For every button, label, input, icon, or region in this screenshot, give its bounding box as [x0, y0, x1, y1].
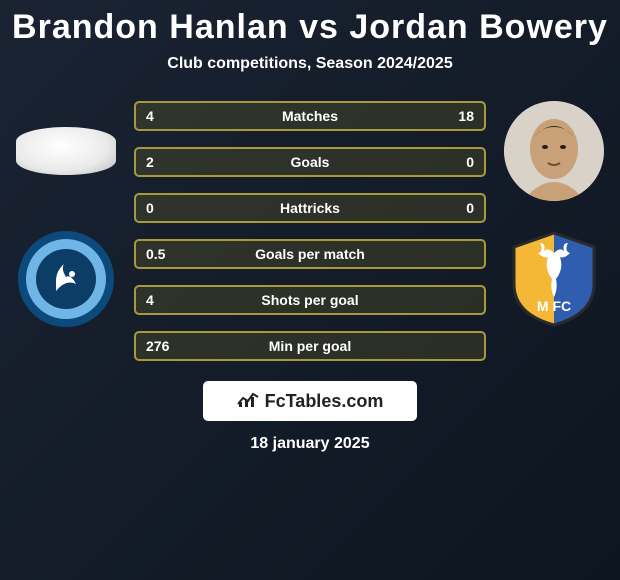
stat-right-value: 18: [414, 108, 474, 124]
stat-row: 276 Min per goal: [134, 331, 486, 361]
stat-row: 4 Matches 18: [134, 101, 486, 131]
stat-right-value: 0: [414, 154, 474, 170]
footer-date: 18 january 2025: [250, 435, 369, 453]
chart-icon: [237, 390, 259, 413]
club-badge-left: [16, 229, 116, 329]
stat-right-value: 0: [414, 200, 474, 216]
player-avatar-left: [16, 127, 116, 175]
club-badge-right: M FC: [504, 229, 604, 329]
stat-left-value: 0: [146, 200, 206, 216]
stat-left-value: 4: [146, 292, 206, 308]
stat-label: Matches: [206, 108, 414, 124]
right-column: M FC: [504, 101, 604, 329]
stat-row: 0 Hattricks 0: [134, 193, 486, 223]
stat-row: 2 Goals 0: [134, 147, 486, 177]
site-name: FcTables.com: [265, 391, 384, 412]
stat-label: Goals per match: [206, 246, 414, 262]
stat-label: Goals: [206, 154, 414, 170]
player-avatar-right: [504, 101, 604, 201]
page-title: Brandon Hanlan vs Jordan Bowery: [12, 8, 608, 47]
svg-text:M FC: M FC: [537, 298, 571, 314]
comparison-card: Brandon Hanlan vs Jordan Bowery Club com…: [0, 0, 620, 580]
main-area: 4 Matches 18 2 Goals 0 0 Hattricks 0 0.5…: [0, 101, 620, 361]
stat-label: Shots per goal: [206, 292, 414, 308]
stats-column: 4 Matches 18 2 Goals 0 0 Hattricks 0 0.5…: [134, 101, 486, 361]
site-badge[interactable]: FcTables.com: [203, 381, 417, 421]
stat-left-value: 0.5: [146, 246, 206, 262]
stat-left-value: 4: [146, 108, 206, 124]
subtitle: Club competitions, Season 2024/2025: [167, 55, 452, 73]
stat-left-value: 276: [146, 338, 206, 354]
stat-label: Min per goal: [206, 338, 414, 354]
stat-row: 0.5 Goals per match: [134, 239, 486, 269]
left-column: [16, 101, 116, 329]
stat-row: 4 Shots per goal: [134, 285, 486, 315]
stat-label: Hattricks: [206, 200, 414, 216]
stat-left-value: 2: [146, 154, 206, 170]
